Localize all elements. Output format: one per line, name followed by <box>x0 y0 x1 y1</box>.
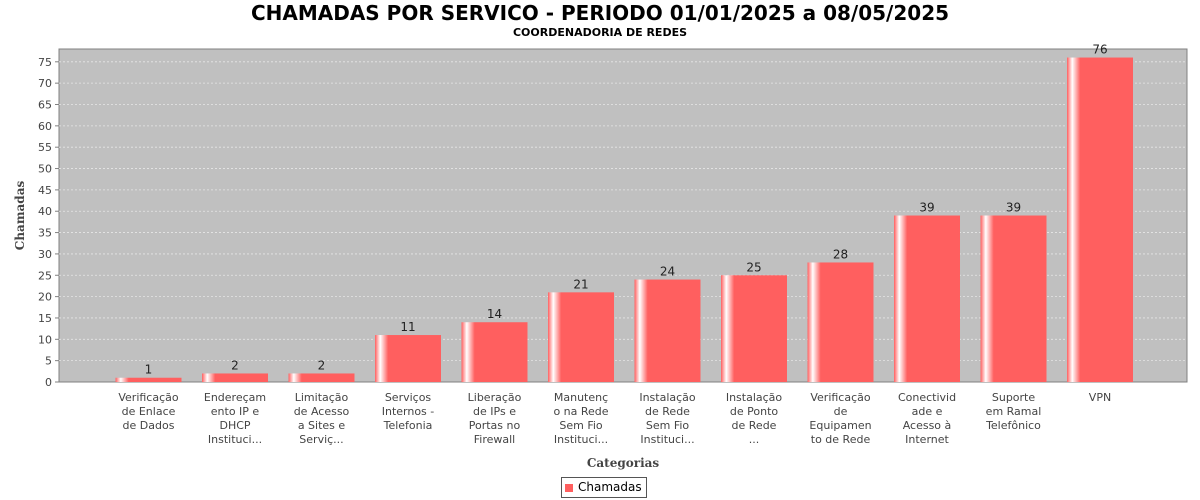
bar <box>288 373 355 382</box>
x-tick-label: de Rede <box>645 405 690 418</box>
x-tick-label: Instituci... <box>208 433 262 446</box>
x-tick-label: Instalação <box>639 391 696 404</box>
x-tick-label: Suporte <box>992 391 1036 404</box>
bar <box>634 279 701 382</box>
x-tick-label: Serviç... <box>299 433 343 446</box>
data-label: 24 <box>660 265 675 279</box>
x-tick-label: Internos - <box>382 405 435 418</box>
data-label: 25 <box>746 260 761 274</box>
x-tick-label: Telefonia <box>383 419 433 432</box>
x-tick-label: Liberação <box>468 391 522 404</box>
x-tick-label: Internet <box>905 433 949 446</box>
y-tick-label: 15 <box>38 312 52 325</box>
x-tick-label: ade e <box>912 405 943 418</box>
x-tick-label: Limitação <box>295 391 349 404</box>
data-label: 21 <box>573 277 588 291</box>
data-label: 2 <box>231 358 239 372</box>
bar <box>461 322 528 382</box>
legend-swatch-chamadas <box>565 483 573 492</box>
y-tick-label: 50 <box>38 163 52 176</box>
x-tick-label: o na Rede <box>553 405 608 418</box>
x-tick-label: em Ramal <box>986 405 1042 418</box>
legend: Chamadas <box>561 477 647 498</box>
data-label: 11 <box>400 320 415 334</box>
bar <box>721 275 787 382</box>
data-label: 39 <box>919 201 934 215</box>
x-tick-label: Acesso à <box>903 419 952 432</box>
x-tick-label: de IPs e <box>473 405 516 418</box>
y-tick-label: 25 <box>38 269 52 282</box>
x-tick-label: de <box>834 405 848 418</box>
x-tick-label: Instituci... <box>554 433 608 446</box>
x-tick-label: Verificação <box>118 391 179 404</box>
y-tick-label: 70 <box>38 77 52 90</box>
x-tick-label: Telefônico <box>985 419 1041 432</box>
x-tick-label: Equipamen <box>809 419 871 432</box>
x-tick-label: Endereçam <box>204 391 266 404</box>
x-tick-label: Instalação <box>726 391 783 404</box>
x-tick-label: Serviços <box>385 391 432 404</box>
x-tick-label: Manutenç <box>554 391 608 404</box>
data-label: 28 <box>833 247 848 261</box>
bar <box>375 335 441 382</box>
x-tick-label: DHCP <box>219 419 250 432</box>
y-tick-label: 0 <box>45 376 52 389</box>
y-tick-label: 10 <box>38 333 52 346</box>
y-tick-label: 55 <box>38 141 52 154</box>
x-axis-label: Categorias <box>587 456 660 470</box>
y-tick-label: 30 <box>38 248 52 261</box>
x-tick-label: to de Rede <box>811 433 871 446</box>
x-tick-label: de Dados <box>123 419 175 432</box>
x-tick-label: de Ponto <box>730 405 779 418</box>
y-tick-label: 75 <box>38 56 52 69</box>
x-tick-label: Conectivid <box>898 391 956 404</box>
data-label: 39 <box>1006 201 1021 215</box>
x-tick-label: Firewall <box>474 433 515 446</box>
x-tick-label: de Enlace <box>122 405 176 418</box>
y-tick-label: 60 <box>38 120 52 133</box>
bar <box>202 373 268 382</box>
data-label: 2 <box>318 358 326 372</box>
bar <box>1067 57 1133 383</box>
x-tick-label: Instituci... <box>640 433 694 446</box>
x-tick-label: ento IP e <box>211 405 260 418</box>
x-tick-label: a Sites e <box>298 419 346 432</box>
x-tick-label: de Rede <box>732 419 777 432</box>
y-axis-label: Chamadas <box>13 181 27 251</box>
bar <box>548 292 614 382</box>
x-tick-label: Portas no <box>469 419 521 432</box>
x-tick-label: ... <box>749 433 760 446</box>
y-tick-label: 20 <box>38 291 52 304</box>
y-tick-label: 5 <box>45 355 52 368</box>
y-tick-label: 35 <box>38 227 52 240</box>
chart-subtitle: COORDENADORIA DE REDES <box>512 26 688 39</box>
data-label: 1 <box>145 363 153 377</box>
x-tick-label: Sem Fio <box>559 419 603 432</box>
chart-title: CHAMADAS POR SERVICO - PERIODO 01/01/202… <box>250 1 950 25</box>
legend-label-chamadas: Chamadas <box>578 480 642 494</box>
x-tick-label: Sem Fio <box>646 419 690 432</box>
bar <box>807 262 874 382</box>
y-tick-label: 40 <box>38 205 52 218</box>
bar <box>894 215 960 382</box>
data-label: 76 <box>1092 43 1107 57</box>
bar <box>980 215 1047 382</box>
x-tick-label: Verificação <box>810 391 871 404</box>
data-label: 14 <box>487 307 502 321</box>
x-tick-label: de Acesso <box>294 405 350 418</box>
bar <box>115 377 182 382</box>
y-tick-label: 65 <box>38 99 52 112</box>
x-tick-label: VPN <box>1089 391 1111 404</box>
y-tick-label: 45 <box>38 184 52 197</box>
